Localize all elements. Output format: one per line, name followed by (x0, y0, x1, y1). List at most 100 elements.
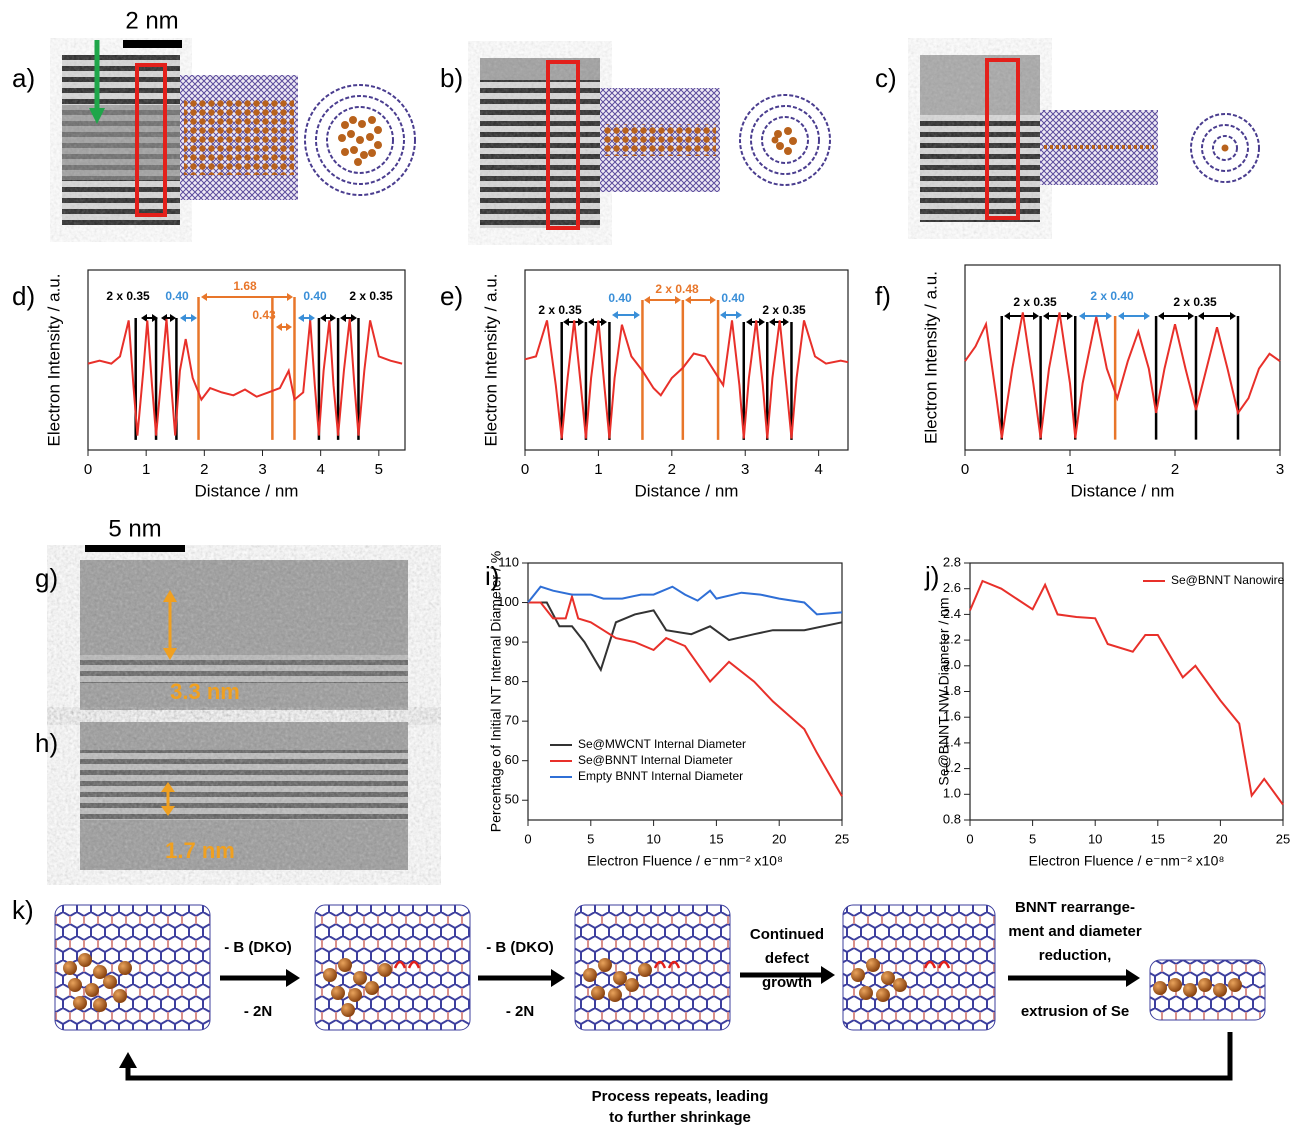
scale-bar (123, 40, 182, 48)
panel-label: e) (440, 281, 463, 311)
annotation: 2 x 0.35 (1013, 295, 1057, 309)
nanotube (54, 904, 211, 1031)
step-label: growth (762, 974, 812, 991)
panel-label: d) (12, 281, 35, 311)
scale-bar (85, 545, 185, 552)
arrow-head (720, 311, 742, 319)
se-atom (583, 968, 597, 982)
y-axis-label: Electron Intensity / a.u. (481, 274, 500, 447)
y-axis-label: Percentage of Initial NT Internal Diamet… (488, 551, 504, 832)
arrow-head (286, 969, 300, 987)
arrow-head (276, 323, 292, 331)
panel-label: f) (875, 281, 891, 311)
se-atom (881, 971, 895, 985)
se-atom (378, 963, 392, 977)
annotation: 0.43 (252, 308, 276, 322)
y-tick-label: 110 (498, 554, 519, 569)
data-line (528, 601, 843, 673)
se-atom (591, 986, 605, 1000)
se-atom (365, 981, 379, 995)
x-tick-label: 2 (1171, 461, 1179, 478)
x-tick-label: 15 (1151, 831, 1165, 846)
x-tick-label: 1 (142, 461, 150, 478)
annotation: 2 x 0.35 (1173, 295, 1217, 309)
x-axis-label: Distance / nm (195, 481, 299, 500)
data-line (87, 318, 403, 436)
size-label: 3.3 nm (170, 679, 240, 704)
se-atoms (338, 116, 1229, 166)
se-atom (866, 958, 880, 972)
y-tick-label: 1.2 (943, 760, 961, 775)
x-tick-label: 4 (814, 461, 822, 478)
x-tick-label: 25 (835, 831, 849, 846)
x-tick-label: 5 (375, 461, 383, 478)
micrograph-c (920, 55, 1040, 222)
x-tick-label: 10 (646, 831, 660, 846)
annotation: 2 x 0.48 (655, 282, 699, 296)
se-atom (348, 988, 362, 1002)
step-label: - B (DKO) (486, 939, 554, 956)
scale-label: 5 nm (108, 515, 161, 542)
se-atom (613, 971, 627, 985)
se-atom (1153, 981, 1167, 995)
legend-label: Se@BNNT Internal Diameter (578, 753, 733, 767)
legend-label: Se@BNNT Nanowire (1171, 573, 1285, 587)
panel-label: g) (35, 563, 58, 593)
se-atom (68, 978, 82, 992)
x-tick-label: 15 (709, 831, 723, 846)
y-tick-label: 2.0 (943, 657, 961, 672)
plot-frame (969, 562, 1284, 821)
x-tick-label: 2 (668, 461, 676, 478)
se-atom (1228, 978, 1242, 992)
nanotube (574, 904, 731, 1031)
se-atom (893, 978, 907, 992)
legend-label: Se@MWCNT Internal Diameter (578, 737, 746, 751)
x-tick-label: 0 (966, 831, 973, 846)
annotation: 0.40 (721, 291, 745, 305)
y-tick-label: 1.6 (943, 709, 961, 724)
defect (923, 960, 951, 969)
nanotube (314, 904, 471, 1031)
step-label: BNNT rearrange- (1015, 899, 1135, 916)
arrow-head (769, 318, 789, 326)
x-tick-label: 20 (1213, 831, 1227, 846)
se-atom (1198, 978, 1212, 992)
annotation: 1.68 (233, 279, 257, 293)
x-tick-label: 10 (1088, 831, 1102, 846)
arrow-head (298, 314, 315, 322)
arrow-head (821, 966, 835, 984)
arrow-head (551, 969, 565, 987)
x-tick-label: 4 (316, 461, 324, 478)
plot-frame (87, 269, 406, 451)
x-tick-label: 25 (1276, 831, 1290, 846)
nanotube (842, 904, 996, 1031)
y-tick-label: 70 (505, 713, 519, 728)
annotation: 0.40 (165, 289, 189, 303)
arrow-head (612, 311, 640, 319)
y-tick-label: 50 (505, 792, 519, 807)
y-tick-label: 90 (505, 634, 519, 649)
se-atom (93, 998, 107, 1012)
y-axis-label: Se@BNNT NW Diameter / nm (936, 597, 952, 785)
panel-label: j) (924, 561, 939, 591)
step-label: extrusion of Se (1021, 1003, 1129, 1020)
y-tick-label: 0.8 (943, 811, 961, 826)
se-atom (78, 953, 92, 967)
panel-label: i) (485, 561, 499, 591)
size-label: 1.7 nm (165, 838, 235, 863)
se-atom (876, 988, 890, 1002)
data-line (528, 592, 843, 797)
y-tick-label: 1.4 (943, 734, 961, 749)
annotation: 2 x 0.35 (762, 303, 806, 317)
se-atom (859, 986, 873, 1000)
step-label: - 2N (244, 1003, 272, 1020)
x-tick-label: 3 (1276, 461, 1284, 478)
loop-label: Process repeats, leading (592, 1088, 769, 1105)
se-atom (1183, 983, 1197, 997)
arrow-head (320, 314, 336, 322)
arrow-head (180, 314, 197, 322)
arrow-head (141, 314, 158, 322)
y-axis-label: Electron Intensity / a.u. (44, 274, 63, 447)
x-tick-label: 5 (1029, 831, 1036, 846)
